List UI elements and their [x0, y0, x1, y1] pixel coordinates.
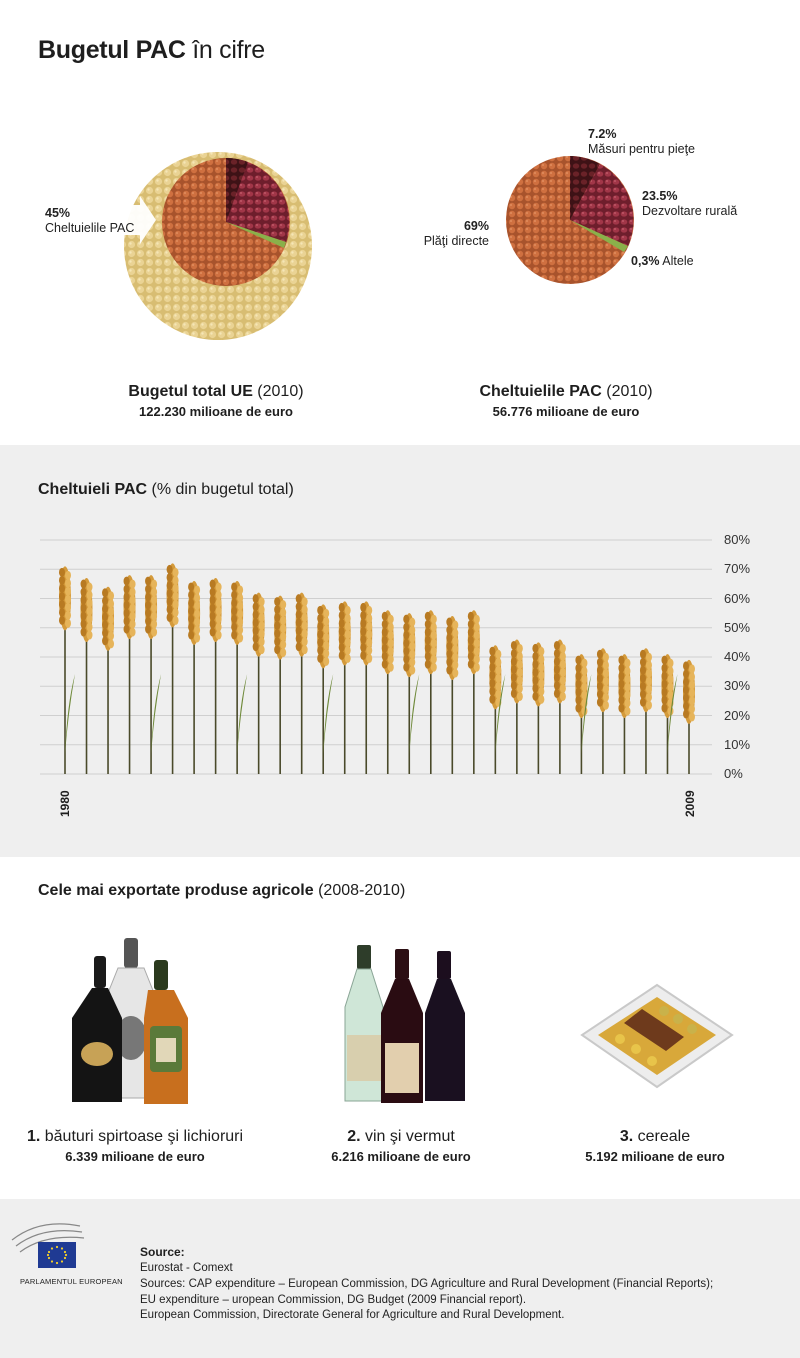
spirits-bottles-icon [72, 938, 188, 1104]
y-tick-label: 0% [724, 766, 743, 781]
arrow-icon [118, 196, 156, 244]
wheat-stalk-bar [424, 610, 437, 774]
wheat-stalk-bar [489, 645, 506, 774]
wheat-stalk-bar [683, 659, 695, 774]
y-tick-label: 10% [724, 736, 751, 752]
label-rural: 23.5% Dezvoltare rurală [642, 189, 738, 218]
y-tick-label: 70% [724, 561, 751, 577]
wine-bottles-icon [344, 945, 465, 1103]
label-direct: 69% Plăţi directe [423, 219, 489, 248]
wheat-stalk-bar [575, 654, 592, 774]
wheat-stalk-bar [188, 580, 201, 774]
footer [0, 1199, 800, 1358]
export-item-2-value: 6.216 milioane de euro [331, 1149, 471, 1164]
export-item-3-name: 3. cereale [619, 1128, 691, 1145]
european-parliament-logo [11, 1223, 85, 1268]
wheat-stalk-bar [317, 604, 334, 774]
export-item-1-name: 1. băuturi spirtoase şi lichioruri [26, 1128, 244, 1145]
trend-section [0, 445, 800, 857]
eu-pie-label: 45% Cheltuielile PAC [45, 206, 135, 235]
cap-budget-caption: Cheltuielile PAC (2010) [479, 383, 653, 400]
cap-budget-amount: 56.776 milioane de euro [492, 404, 640, 419]
source-line-2: Sources: CAP expenditure – European Comm… [140, 1278, 714, 1290]
wheat-stalk-bar [166, 563, 179, 774]
end-year-label: 2009 [683, 790, 697, 817]
cereal-bowl-icon [580, 983, 734, 1089]
wheat-stalk-bar [467, 610, 480, 774]
wheat-stalk-bar [295, 592, 308, 774]
pie-slice-other [570, 220, 628, 252]
wheat-stalk-bar [403, 613, 420, 774]
eu-budget-caption: Bugetul total UE (2010) [128, 383, 304, 400]
wheat-stalk-bar [123, 575, 136, 774]
trend-chart [40, 539, 712, 775]
source-line-1: Eurostat - Comext [140, 1262, 233, 1274]
wheat-stalk-bar [338, 601, 351, 774]
wheat-stalk-bar [510, 639, 523, 774]
pie-slice-markets [570, 156, 600, 220]
wheat-stalk-bar [102, 586, 115, 774]
wheat-stalk-bar [145, 575, 162, 774]
y-tick-label: 80% [724, 532, 751, 547]
y-tick-label: 30% [724, 678, 751, 694]
wheat-stalk-bar [274, 595, 287, 774]
logo-text: PARLAMENTUL EUROPEAN [20, 1277, 123, 1286]
wheat-stalk-bar [553, 639, 566, 774]
exports-title: Cele mai exportate produse agricole (200… [38, 882, 406, 899]
export-item-3-value: 5.192 milioane de euro [585, 1149, 725, 1164]
wheat-stalk-bar [80, 578, 93, 774]
wheat-stalk-bar [381, 610, 394, 774]
wheat-stalk-bar [596, 648, 609, 774]
start-year-label: 1980 [58, 790, 72, 817]
pie-inner-markets [226, 158, 248, 222]
export-item-1-value: 6.339 milioane de euro [65, 1149, 205, 1164]
export-item-2-name: 2. vin şi vermut [347, 1128, 455, 1145]
page-title: Bugetul PAC în cifre [38, 36, 265, 64]
eu-budget-amount: 122.230 milioane de euro [139, 404, 293, 419]
eu-budget-pie [118, 152, 312, 340]
label-markets: 7.2% Măsuri pentru pieţe [588, 127, 696, 156]
wheat-stalk-bar [639, 648, 652, 774]
y-tick-label: 40% [724, 649, 751, 664]
pie-inner-rural [226, 158, 290, 242]
wheat-stalk-bar [231, 580, 248, 774]
cap-budget-pie [506, 156, 634, 284]
wheat-stalk-bar [618, 654, 631, 774]
pie-slice-rural [570, 164, 634, 246]
y-tick-label: 60% [724, 590, 751, 606]
y-tick-label: 20% [724, 707, 751, 723]
y-tick-label: 50% [724, 619, 751, 635]
source-line-3: EU expenditure – uropean Commission, DG … [140, 1294, 527, 1306]
source-line-4: European Commission, Directorate General… [140, 1309, 565, 1321]
wheat-stalk-bar [59, 566, 75, 774]
wheat-stalk-bar [252, 592, 265, 774]
wheat-stalk-bar [532, 642, 545, 774]
trend-title: Cheltuieli PAC (% din bugetul total) [38, 481, 294, 498]
wheat-stalk-bar [661, 654, 678, 774]
pie-inner-other [226, 222, 286, 248]
wheat-stalk-bar [360, 601, 373, 774]
wheat-stalk-bar [209, 578, 222, 774]
wheat-stalk-bar [446, 616, 459, 774]
source-heading: Source: [140, 1245, 185, 1259]
label-other: 0,3% Altele [631, 254, 694, 268]
